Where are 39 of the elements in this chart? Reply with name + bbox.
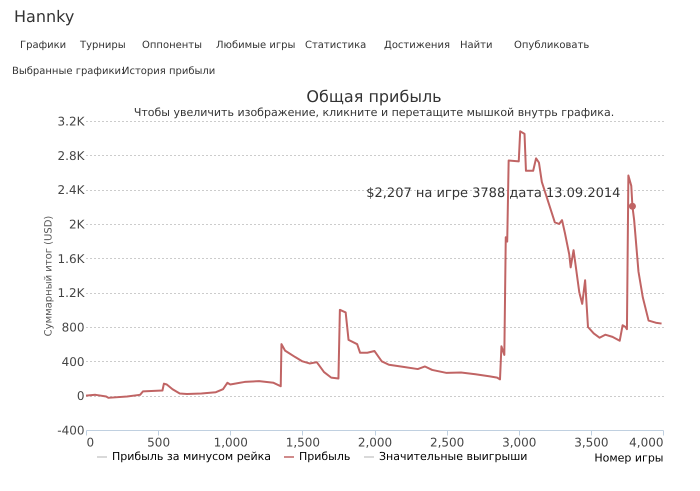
legend-label: Значительные выигрыши <box>379 450 528 463</box>
y-tick-label: 1.2K <box>58 286 86 300</box>
text: Графики <box>20 40 66 51</box>
y-tick-label: 2.8K <box>58 148 86 163</box>
x-tick-label: 3,500 <box>574 436 609 450</box>
y-tick-label: 3.2K <box>58 114 86 128</box>
text: Найти <box>460 40 492 51</box>
text: История прибыли <box>122 66 216 77</box>
text: Hannky <box>14 7 74 26</box>
text: Любимые игры <box>216 40 296 51</box>
x-tick-label: 1,500 <box>286 436 320 450</box>
legend-label: Прибыль <box>299 450 350 463</box>
legend-label: Прибыль за минусом рейка <box>112 450 271 463</box>
annotation: $2,207 на игре 3788 дата 13.09.2014 <box>366 186 620 202</box>
y-tick-label: 1.6K <box>58 252 86 266</box>
y-tick-label: 400 <box>62 354 84 369</box>
y-tick-label: 0 <box>76 389 84 404</box>
text: Опубликовать <box>514 40 590 51</box>
text: Достижения <box>384 40 450 51</box>
text: Статистика <box>305 40 366 51</box>
text: Оппоненты <box>142 40 202 51</box>
x-axis-title: Номер игры <box>594 452 664 464</box>
x-tick-label: 0 <box>86 436 94 450</box>
text: Выбранные графики: <box>12 66 124 77</box>
x-tick-label: 2,500 <box>430 436 464 450</box>
line-series <box>85 130 663 399</box>
x-tick-label: 1,000 <box>214 436 248 450</box>
x-tick-label: 2,000 <box>358 436 392 450</box>
y-axis-title: Суммарный итог (USD) <box>43 216 54 336</box>
chart-title: Общая прибыль <box>306 87 442 106</box>
x-tick-label: 3,000 <box>502 436 536 450</box>
x-tick-label: 500 <box>147 436 170 450</box>
y-tick-label: 2.4K <box>58 183 86 198</box>
text: Турниры <box>79 40 126 51</box>
x-tick-label: 4,000 <box>629 436 664 450</box>
chart-subtitle: Чтобы увеличить изображение, кликните и перетащите мышкой внутрь графика. <box>134 106 614 119</box>
y-tick-label: -400 <box>57 424 84 438</box>
y-tick-label: 800 <box>62 320 84 334</box>
y-tick-label: 2K <box>68 218 86 232</box>
